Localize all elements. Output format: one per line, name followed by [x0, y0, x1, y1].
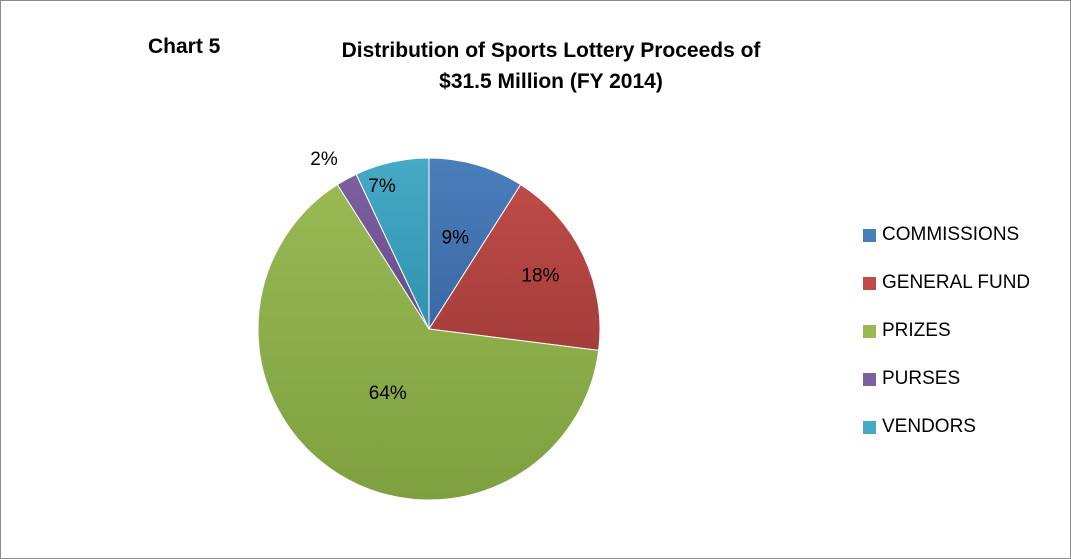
legend-label: PURSES: [882, 368, 961, 389]
pie-slice-prizes: [257, 183, 600, 501]
data-label-prizes: 64%: [369, 383, 407, 404]
legend-swatch: [863, 324, 876, 338]
chart-title: Distribution of Sports Lottery Proceeds …: [286, 35, 816, 97]
chart-number-label: Chart 5: [148, 35, 221, 58]
pie-slice-vendors: [355, 157, 430, 330]
legend-swatch: [863, 372, 876, 386]
legend-item-purses: PURSES: [863, 367, 1030, 391]
chart-title-line2: $31.5 Million (FY 2014): [439, 70, 663, 93]
data-label-general-fund: 18%: [521, 266, 559, 287]
legend-label: GENERAL FUND: [882, 272, 1031, 293]
legend-swatch: [863, 276, 876, 290]
legend-item-general-fund: GENERAL FUND: [863, 271, 1030, 295]
legend-swatch: [863, 228, 876, 242]
legend-item-commissions: COMMISSIONS: [863, 223, 1030, 247]
legend-label: VENDORS: [882, 416, 976, 437]
legend-item-prizes: PRIZES: [863, 319, 1030, 343]
legend-item-vendors: VENDORS: [863, 415, 1030, 439]
data-label-vendors: 7%: [368, 176, 396, 197]
data-label-purses: 2%: [310, 149, 338, 170]
legend-swatch: [863, 420, 876, 434]
pie-slice-general-fund: [428, 183, 601, 351]
pie-slices: [257, 157, 601, 501]
legend-label: COMMISSIONS: [882, 224, 1020, 245]
pie-labels: 9% 18% 64% 2% 7%: [310, 149, 559, 404]
chart-legend: COMMISSIONS GENERAL FUND PRIZES PURSES VENDO…: [863, 223, 1030, 463]
chart-title-line1: Distribution of Sports Lottery Proceeds …: [341, 39, 761, 62]
legend-label: PRIZES: [882, 320, 951, 341]
data-label-commissions: 9%: [442, 228, 470, 249]
pie-slice-commissions: [428, 157, 522, 331]
